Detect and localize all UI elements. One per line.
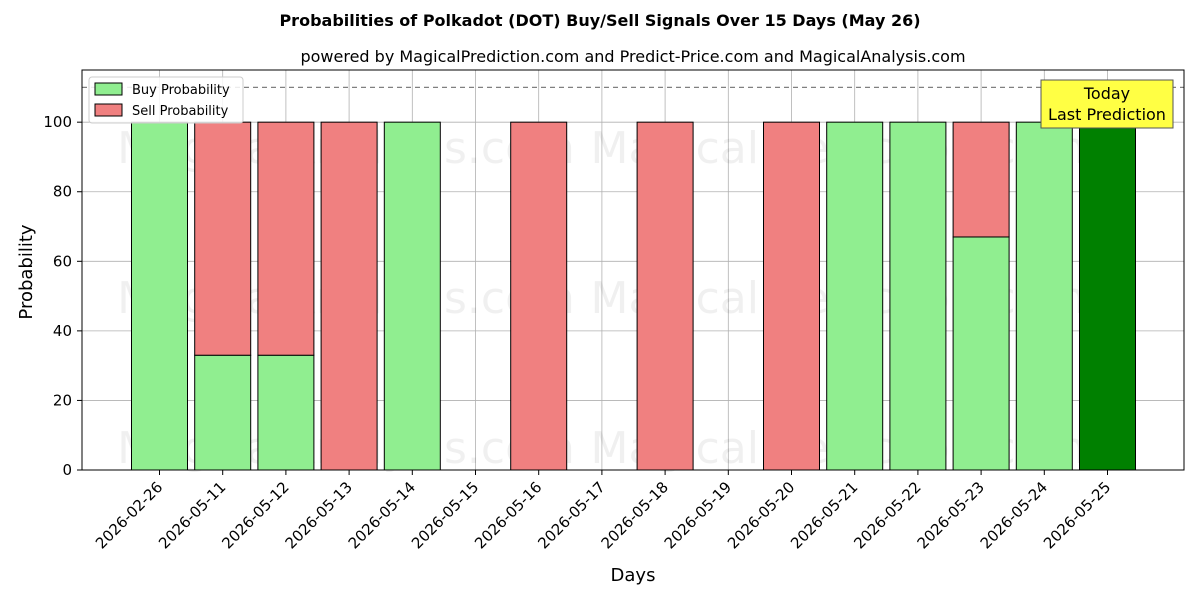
y-tick-label: 40 xyxy=(53,322,72,340)
annotation-box xyxy=(1040,79,1174,129)
x-tick-label: 2026-05-24 xyxy=(977,478,1051,552)
y-tick-label: 0 xyxy=(62,461,72,479)
buy-bar xyxy=(194,354,252,471)
legend-swatch xyxy=(94,82,123,96)
buy-bar xyxy=(131,121,188,471)
x-axis-label: Days xyxy=(611,565,656,586)
buy-bar xyxy=(889,121,947,471)
x-tick-label: 2026-05-15 xyxy=(408,478,482,552)
buy-bar xyxy=(1079,121,1136,471)
y-tick-label: 100 xyxy=(43,113,72,131)
buy-bar xyxy=(952,236,1010,471)
x-tick-label: 2026-05-14 xyxy=(345,478,419,552)
x-tick-label: 2026-05-12 xyxy=(218,478,292,552)
x-tick-label: 2026-05-25 xyxy=(1040,478,1114,552)
x-tick-label: 2026-05-13 xyxy=(282,478,356,552)
sell-bar xyxy=(510,121,568,471)
x-tick-label: 2026-05-17 xyxy=(534,478,608,552)
annotation-line: Today xyxy=(1083,84,1130,103)
buy-bar xyxy=(826,121,884,471)
legend-label: Buy Probability xyxy=(132,83,230,98)
today-annotation: Today Last Prediction xyxy=(1040,79,1174,129)
legend-box xyxy=(88,76,244,124)
x-tick-label: 2026-05-16 xyxy=(471,478,545,552)
sell-bar xyxy=(194,121,252,356)
chart-title: Probabilities of Polkadot (DOT) Buy/Sell… xyxy=(279,11,920,30)
chart-subtitle: powered by MagicalPrediction.com and Pre… xyxy=(300,47,965,66)
x-tick-label: 2026-02-26 xyxy=(92,478,166,552)
x-tick-label: 2026-05-18 xyxy=(598,478,672,552)
legend-label: Sell Probability xyxy=(132,104,229,119)
sell-bar xyxy=(636,121,694,471)
buy-bar xyxy=(1015,121,1073,471)
x-tick-label: 2026-05-21 xyxy=(787,478,861,552)
x-axis: 2026-02-262026-05-112026-05-122026-05-13… xyxy=(92,470,1114,552)
sell-bar xyxy=(763,121,820,471)
y-tick-label: 60 xyxy=(53,252,72,270)
sell-bar xyxy=(257,121,315,356)
buy-bar xyxy=(383,121,441,471)
sell-bar xyxy=(320,121,378,471)
y-tick-label: 80 xyxy=(53,183,72,201)
buy-bar xyxy=(257,354,315,471)
x-tick-label: 2026-05-23 xyxy=(914,478,988,552)
annotation-line: Last Prediction xyxy=(1048,105,1166,124)
x-tick-label: 2026-05-11 xyxy=(155,478,229,552)
x-tick-label: 2026-05-22 xyxy=(850,478,924,552)
sell-bar xyxy=(952,121,1010,238)
legend-swatch xyxy=(94,103,123,117)
y-axis-label: Probability xyxy=(16,224,37,319)
x-tick-label: 2026-05-20 xyxy=(724,478,798,552)
bars xyxy=(131,121,1136,471)
y-tick-label: 20 xyxy=(53,391,72,409)
legend: Buy Probability Sell Probability xyxy=(88,76,244,124)
plot-frame xyxy=(81,69,1185,471)
y-axis: 0 20 40 60 80 100 xyxy=(43,113,82,479)
x-tick-label: 2026-05-19 xyxy=(661,478,735,552)
